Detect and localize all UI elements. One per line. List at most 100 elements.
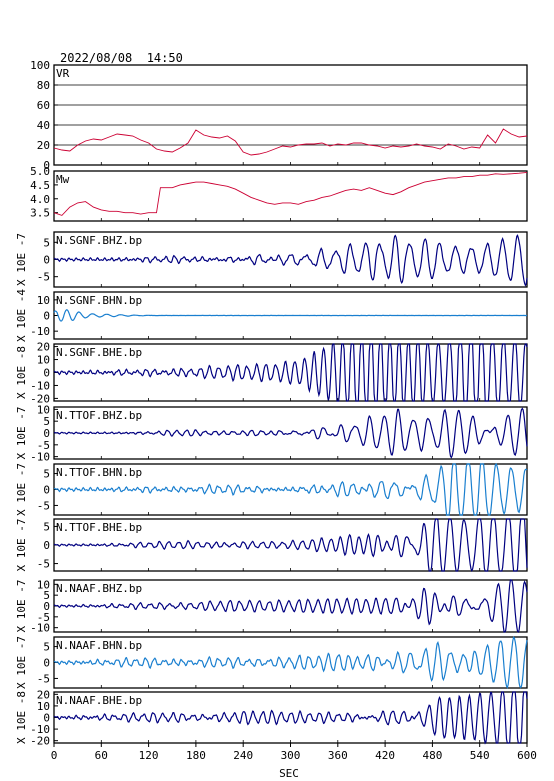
- y-tick-label: 0: [43, 159, 50, 172]
- y-tick-label: 0: [43, 484, 50, 497]
- series-line: [53, 407, 528, 459]
- panel-4: 10 0 -10 N.SGNF.BHN.bp X 10E -4: [15, 289, 528, 342]
- series-line: [53, 463, 528, 516]
- x-tick-label: 120: [139, 749, 159, 762]
- y-tick-label: 0: [43, 254, 50, 267]
- series-line: [53, 128, 528, 156]
- timestamp-label: 2022/08/08 14:50: [60, 51, 183, 65]
- x-tick-label: 600: [517, 749, 537, 762]
- panel-frame: [53, 64, 528, 166]
- panel-2: 5.04.54.03.5 Mw: [30, 165, 528, 222]
- series-line: [53, 691, 528, 745]
- panel-title: N.NAAF.BHZ.bp: [56, 582, 142, 595]
- y-tick-label: 20: [37, 139, 50, 152]
- panel-7: 5 0 -5 N.TTOF.BHN.bp X 10E -7: [15, 463, 528, 516]
- y-tick-label: -10: [30, 622, 50, 635]
- y-tick-label: -5: [37, 672, 50, 685]
- y-tick-label: 0: [43, 712, 50, 725]
- y-tick-label: -5: [37, 271, 50, 284]
- y-tick-label: 0: [43, 539, 50, 552]
- panel-3: 5 0 -5 N.SGNF.BHZ.bp X 10E -7: [15, 231, 528, 288]
- y-tick-label: 0: [43, 600, 50, 613]
- x-tick-label: 420: [375, 749, 395, 762]
- panel-title: N.SGNF.BHN.bp: [56, 294, 142, 307]
- y-tick-label: -10: [30, 723, 50, 736]
- y-tick-label: 20: [37, 688, 50, 701]
- panel-8: 5 0 -5 N.TTOF.BHE.bp X 10E -7: [15, 518, 528, 572]
- y-tick-label: 0: [43, 367, 50, 380]
- y-axis-label: X 10E -7: [15, 519, 28, 572]
- y-tick-label: -20: [30, 392, 50, 405]
- y-tick-label: 10: [37, 700, 50, 713]
- y-tick-label: 0: [43, 427, 50, 440]
- x-tick-label: 180: [186, 749, 206, 762]
- series-line: [53, 234, 528, 287]
- y-axis-label: X 10E -7: [15, 463, 28, 516]
- y-tick-label: -5: [37, 439, 50, 452]
- series-line: [53, 636, 528, 690]
- y-tick-label: 80: [37, 79, 50, 92]
- y-tick-label: 10: [37, 294, 50, 307]
- series-line: [53, 309, 528, 322]
- y-tick-label: 5: [43, 589, 50, 602]
- series-line: [53, 171, 528, 216]
- y-tick-label: 5.0: [30, 165, 50, 178]
- x-tick-label: 300: [281, 749, 301, 762]
- y-tick-label: 100: [30, 59, 50, 72]
- y-tick-label: -20: [30, 735, 50, 748]
- y-tick-label: 5: [43, 520, 50, 533]
- y-tick-label: -10: [30, 451, 50, 464]
- x-tick-label: 240: [233, 749, 253, 762]
- panel-title: N.TTOF.BHN.bp: [56, 466, 142, 479]
- x-tick-label: 360: [328, 749, 348, 762]
- panel-title: N.TTOF.BHE.bp: [56, 521, 142, 534]
- series-line: [53, 343, 528, 402]
- panel-title: Mw: [56, 173, 70, 186]
- y-axis-label: X 10E -7: [15, 233, 28, 286]
- y-tick-label: 5: [43, 641, 50, 654]
- y-tick-label: 10: [37, 354, 50, 367]
- panel-title: N.TTOF.BHZ.bp: [56, 409, 142, 422]
- series-line: [53, 518, 528, 572]
- y-tick-label: 4.5: [30, 179, 50, 192]
- x-tick-label: 60: [95, 749, 108, 762]
- y-tick-label: 5: [43, 415, 50, 428]
- series-line: [53, 579, 528, 634]
- x-tick-label: 480: [422, 749, 442, 762]
- y-tick-label: 5: [43, 468, 50, 481]
- x-tick-label: 540: [470, 749, 490, 762]
- panel-title: N.NAAF.BHE.bp: [56, 694, 142, 707]
- y-axis-label: X 10E -7: [15, 407, 28, 460]
- x-axis-label: SEC: [279, 767, 299, 780]
- y-tick-label: 5: [43, 236, 50, 249]
- panel-title: N.SGNF.BHZ.bp: [56, 234, 142, 247]
- panel-1: 100 80 60 40 20 0 VR: [30, 59, 528, 172]
- y-tick-label: 40: [37, 119, 50, 132]
- panels: 100806040200VR5.04.54.03.5Mw50-5N.SGNF.B…: [15, 59, 528, 748]
- panel-10: 5 0 -5 N.NAAF.BHN.bp X 10E -7: [15, 636, 528, 690]
- y-axis-label: X 10E -4: [15, 289, 28, 342]
- y-tick-label: 4.0: [30, 193, 50, 206]
- y-tick-label: -5: [37, 499, 50, 512]
- y-tick-label: 10: [37, 403, 50, 416]
- y-axis-label: X 10E -7: [15, 636, 28, 689]
- y-tick-label: 3.5: [30, 207, 50, 220]
- panel-title: N.SGNF.BHE.bp: [56, 346, 142, 359]
- y-tick-label: 10: [37, 578, 50, 591]
- y-tick-label: 0: [43, 310, 50, 323]
- y-tick-label: -10: [30, 379, 50, 392]
- y-axis-label: X 10E -8: [15, 346, 28, 399]
- x-axis: 0 60 120 180 240 300 360 420 480 540 600: [51, 743, 537, 762]
- panel-frame: [53, 170, 528, 222]
- panel-title: N.NAAF.BHN.bp: [56, 639, 142, 652]
- y-tick-label: -5: [37, 558, 50, 571]
- y-axis-label: X 10E -8: [15, 691, 28, 744]
- y-tick-label: 20: [37, 341, 50, 354]
- y-axis-label: X 10E -7: [15, 580, 28, 633]
- y-tick-label: -10: [30, 325, 50, 338]
